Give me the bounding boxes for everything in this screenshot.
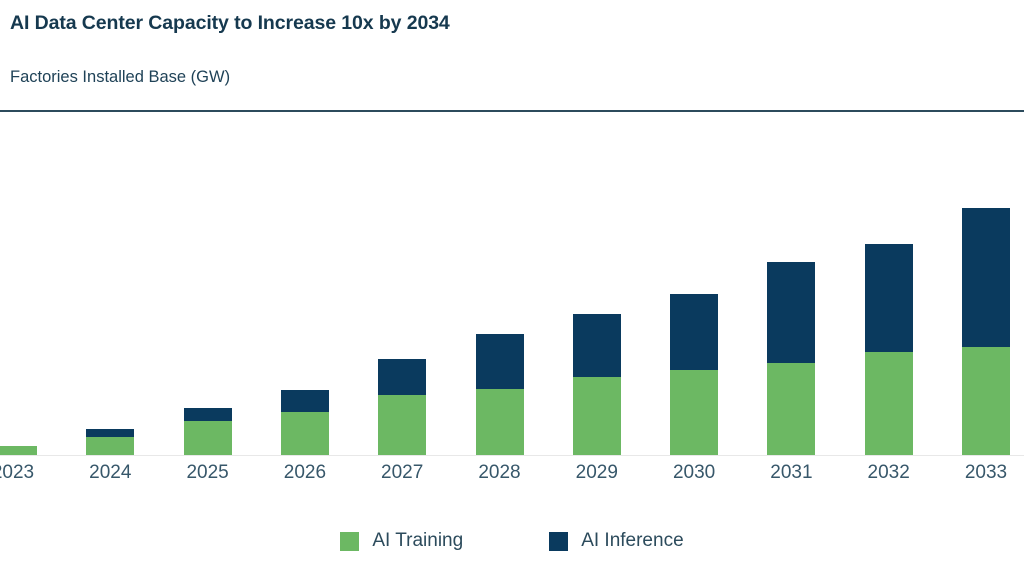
chart-legend: AI Training AI Inference: [0, 530, 1024, 552]
bar-segment-training[interactable]: [572, 377, 621, 455]
bar-segment-inference[interactable]: [280, 390, 329, 412]
bar-segment-training[interactable]: [670, 369, 719, 455]
bar-segment-training[interactable]: [0, 445, 37, 455]
bar-segment-inference[interactable]: [572, 313, 621, 378]
bar-segment-training[interactable]: [86, 436, 135, 455]
x-axis-tick-2025: 2025: [186, 462, 229, 483]
x-axis-tick-2030: 2030: [672, 462, 716, 483]
legend-item-training[interactable]: AI Training: [340, 530, 463, 552]
header-divider: [0, 110, 1024, 112]
legend-label: AI Inference: [581, 530, 684, 551]
x-axis-baseline: [0, 455, 1024, 456]
x-axis-tick-2024: 2024: [89, 462, 132, 483]
bar-group-2025[interactable]: [183, 408, 232, 455]
bar-group-2027[interactable]: [378, 359, 427, 455]
bar-segment-training[interactable]: [864, 352, 913, 455]
plot-area: [0, 113, 1024, 456]
x-axis-tick-2032: 2032: [867, 462, 910, 483]
x-axis-tick-2026: 2026: [283, 462, 327, 483]
x-axis-tick-2028: 2028: [478, 462, 521, 483]
chart-subtitle: Factories Installed Base (GW): [10, 68, 231, 86]
bar-segment-inference[interactable]: [86, 428, 135, 437]
legend-swatch-icon: [549, 531, 569, 551]
bar-segment-inference[interactable]: [767, 262, 816, 363]
bar-segment-inference[interactable]: [475, 334, 524, 389]
bar-group-2029[interactable]: [572, 313, 621, 455]
chart-header: AI Data Center Capacity to Increase 10x …: [0, 0, 1024, 113]
bar-group-2032[interactable]: [864, 244, 913, 455]
x-axis-tick-2029: 2029: [575, 462, 618, 483]
bar-group-2031[interactable]: [767, 262, 816, 455]
x-axis-labels: 2023 2024 2025 2026 2027 2028 2029 2030 2031 2032…: [0, 462, 1024, 492]
bar-segment-inference[interactable]: [670, 294, 719, 370]
bar-group-2024[interactable]: [86, 428, 135, 455]
bar-segment-training[interactable]: [280, 411, 329, 455]
bar-segment-inference[interactable]: [183, 408, 232, 421]
bar-group-2030[interactable]: [670, 294, 719, 455]
legend-swatch-icon: [340, 531, 360, 551]
x-axis-tick-2027: 2027: [381, 462, 424, 483]
bar-segment-training[interactable]: [183, 420, 232, 455]
x-axis-tick-2023: 2023: [0, 462, 35, 483]
bar-group-2028[interactable]: [475, 334, 524, 455]
x-axis-tick-2031: 2031: [770, 462, 813, 483]
bar-segment-training[interactable]: [767, 362, 816, 455]
bar-segment-training[interactable]: [378, 394, 427, 455]
bar-segment-training[interactable]: [962, 346, 1010, 455]
legend-label: AI Training: [372, 530, 464, 551]
bar-segment-training[interactable]: [475, 388, 524, 455]
bar-group-2023[interactable]: [0, 445, 37, 455]
legend-item-inference[interactable]: AI Inference: [549, 530, 684, 552]
bar-segment-inference[interactable]: [864, 244, 913, 353]
x-axis-tick-2033: 2033: [964, 462, 1008, 483]
page-title: AI Data Center Capacity to Increase 10x …: [10, 12, 450, 34]
bar-group-2026[interactable]: [280, 390, 329, 455]
bar-segment-inference[interactable]: [378, 359, 427, 395]
bar-group-2033[interactable]: [962, 207, 1010, 455]
bar-segment-inference[interactable]: [962, 207, 1010, 347]
